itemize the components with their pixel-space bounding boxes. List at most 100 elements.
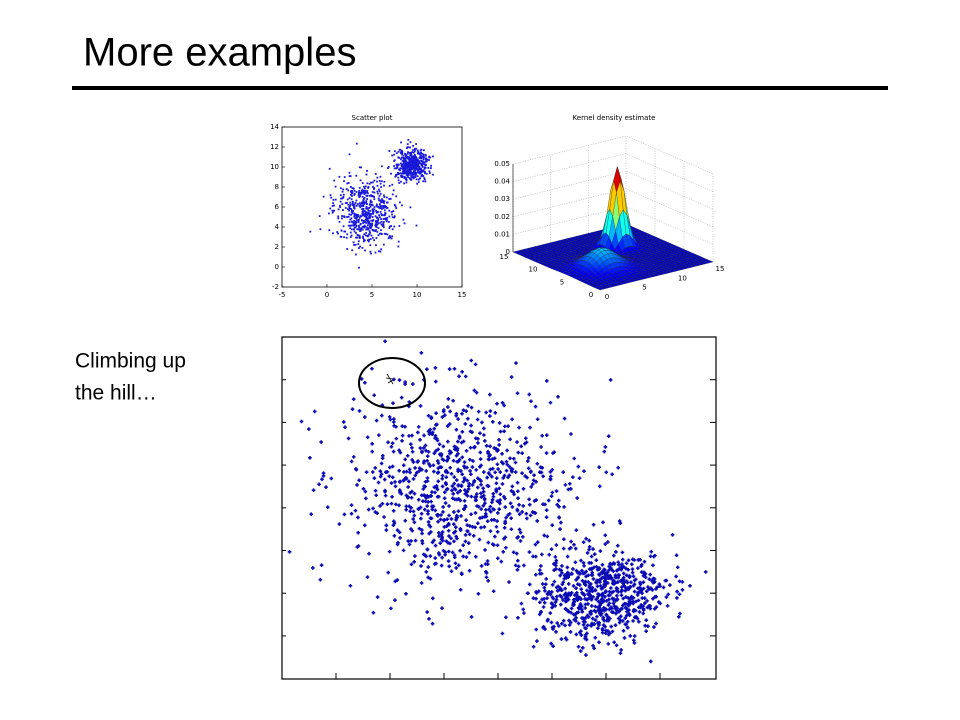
dot bbox=[447, 513, 451, 518]
dot bbox=[363, 196, 366, 199]
dot bbox=[411, 517, 416, 521]
dot bbox=[479, 525, 483, 530]
dot bbox=[418, 157, 421, 159]
dot bbox=[417, 526, 422, 531]
dot bbox=[332, 198, 335, 201]
dot bbox=[491, 491, 495, 496]
dot bbox=[536, 589, 541, 594]
dot bbox=[621, 575, 626, 580]
dot bbox=[626, 558, 631, 563]
dot bbox=[369, 209, 372, 212]
dot bbox=[504, 615, 508, 620]
dot bbox=[640, 596, 645, 600]
dot bbox=[362, 523, 367, 528]
dot bbox=[361, 219, 363, 222]
dot bbox=[485, 559, 490, 563]
dot bbox=[447, 534, 451, 538]
dot bbox=[654, 594, 659, 599]
dot bbox=[498, 492, 503, 497]
dot bbox=[630, 570, 635, 575]
dot bbox=[538, 568, 542, 572]
dot bbox=[350, 211, 353, 213]
dot bbox=[390, 172, 392, 175]
dot bbox=[593, 588, 597, 592]
dot bbox=[364, 234, 367, 237]
dot bbox=[515, 568, 520, 572]
dot bbox=[643, 601, 647, 606]
dot bbox=[383, 184, 385, 187]
dot bbox=[380, 453, 385, 458]
dot bbox=[532, 499, 537, 503]
y-tick-label: 5 bbox=[560, 278, 564, 286]
dot bbox=[406, 485, 410, 489]
dot bbox=[544, 577, 549, 581]
dot bbox=[551, 627, 555, 631]
dot bbox=[402, 160, 405, 163]
dot bbox=[545, 619, 550, 623]
dot bbox=[397, 172, 399, 174]
dot bbox=[408, 161, 411, 164]
dot bbox=[664, 578, 669, 583]
dot bbox=[479, 495, 484, 499]
dot bbox=[501, 550, 506, 554]
dot bbox=[360, 192, 363, 195]
dot bbox=[402, 156, 405, 159]
dot bbox=[358, 247, 360, 249]
dot bbox=[408, 156, 411, 159]
dot bbox=[593, 604, 598, 609]
dot bbox=[439, 537, 444, 542]
dot bbox=[458, 498, 463, 503]
dot bbox=[533, 554, 538, 559]
dot bbox=[346, 233, 349, 236]
dot bbox=[412, 173, 414, 176]
dot bbox=[379, 210, 382, 213]
dot bbox=[637, 619, 641, 624]
dot bbox=[349, 236, 352, 238]
dot bbox=[397, 480, 402, 484]
dot bbox=[405, 495, 410, 500]
dot bbox=[630, 562, 634, 567]
dot bbox=[355, 224, 358, 227]
dot bbox=[399, 169, 402, 172]
dot bbox=[453, 447, 457, 452]
dot bbox=[433, 556, 438, 560]
dot bbox=[591, 522, 596, 527]
dot bbox=[364, 191, 367, 194]
dot bbox=[607, 597, 611, 602]
dot bbox=[351, 190, 354, 192]
dot bbox=[453, 497, 457, 502]
dot bbox=[447, 504, 451, 508]
dot bbox=[464, 448, 469, 453]
dot bbox=[369, 250, 372, 253]
dot bbox=[359, 229, 362, 232]
dot bbox=[452, 475, 457, 479]
dot bbox=[497, 443, 501, 447]
dot bbox=[558, 573, 562, 578]
dot bbox=[441, 458, 446, 462]
dot bbox=[365, 216, 368, 219]
dot bbox=[337, 522, 342, 526]
dot bbox=[482, 496, 487, 501]
dot bbox=[507, 464, 512, 469]
dot bbox=[333, 179, 336, 182]
dot bbox=[492, 456, 497, 461]
dot bbox=[500, 631, 505, 636]
dot bbox=[632, 634, 637, 638]
dot bbox=[398, 148, 401, 151]
dot bbox=[332, 202, 334, 204]
dot bbox=[422, 170, 425, 173]
dot bbox=[384, 232, 387, 235]
dot bbox=[369, 199, 372, 202]
dot bbox=[460, 472, 465, 477]
dot bbox=[384, 523, 389, 528]
dot bbox=[483, 501, 487, 506]
dot bbox=[363, 219, 365, 222]
dot bbox=[603, 533, 608, 538]
dot bbox=[535, 540, 540, 545]
dot bbox=[376, 192, 379, 195]
dot bbox=[438, 517, 443, 522]
dot bbox=[414, 163, 417, 166]
dot bbox=[481, 503, 486, 508]
dot bbox=[436, 461, 441, 465]
dot bbox=[363, 202, 366, 205]
